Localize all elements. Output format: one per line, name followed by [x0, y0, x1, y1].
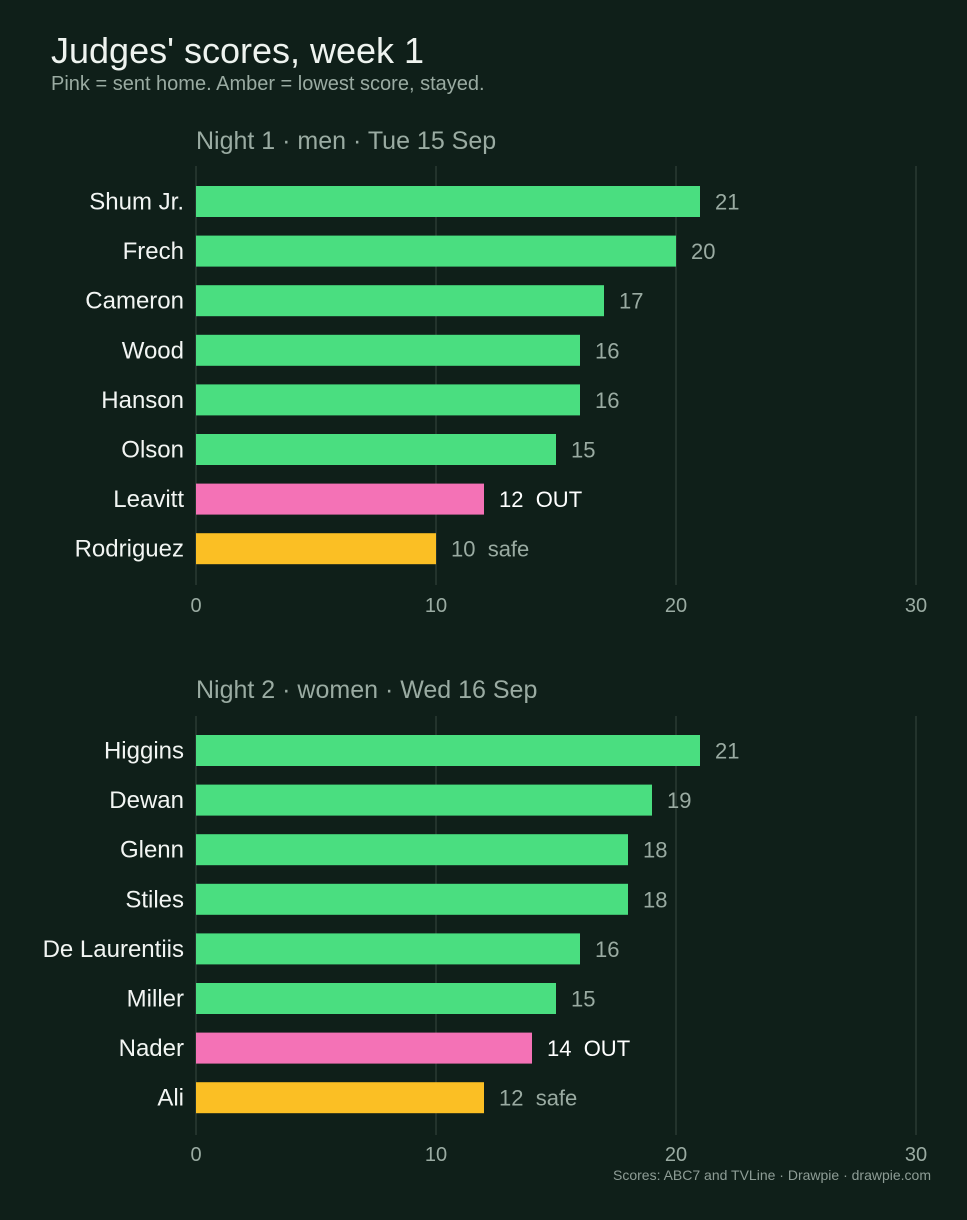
source-note: Scores: ABC7 and TVLine · Drawpie · draw…	[613, 1167, 931, 1183]
value-label: 12 safe	[499, 1086, 577, 1111]
tick-label: 30	[905, 1144, 927, 1166]
bar	[196, 735, 700, 766]
value-label: 16	[595, 338, 619, 363]
bar	[196, 533, 436, 565]
bar	[196, 285, 604, 317]
bar	[196, 1032, 532, 1064]
tick-label: 30	[905, 595, 927, 617]
category-label: Shum Jr.	[89, 189, 184, 216]
category-label: Miller	[127, 986, 184, 1013]
category-label: Nader	[119, 1035, 184, 1062]
value-label: 15	[571, 438, 595, 463]
bar	[196, 334, 580, 366]
value-label: 20	[691, 239, 715, 264]
tick-label: 0	[190, 595, 201, 617]
bar	[196, 186, 700, 217]
category-label: Higgins	[104, 738, 184, 765]
value-label: 21	[715, 190, 739, 215]
category-label: Frech	[123, 238, 184, 265]
bar	[196, 235, 676, 267]
category-label: Ali	[157, 1085, 184, 1112]
bar	[196, 384, 580, 416]
tick-label: 10	[425, 595, 447, 617]
tick-label: 10	[425, 1144, 447, 1166]
category-label: Dewan	[109, 787, 184, 814]
value-label: 10 safe	[451, 537, 529, 562]
value-label: 19	[667, 788, 691, 813]
bar	[196, 834, 628, 866]
bar	[196, 784, 652, 816]
value-label: 14 OUT	[547, 1036, 630, 1061]
category-label: Hanson	[101, 387, 184, 414]
value-label: 12 OUT	[499, 487, 582, 512]
category-label: Leavitt	[113, 486, 184, 513]
panel-title: Night 2 · women · Wed 16 Sep	[196, 676, 537, 704]
category-label: Stiles	[125, 886, 184, 913]
value-label: 16	[595, 937, 619, 962]
category-label: De Laurentiis	[43, 936, 184, 963]
bar	[196, 933, 580, 965]
chart-subtitle: Pink = sent home. Amber = lowest score, …	[51, 73, 485, 95]
tick-label: 20	[665, 1144, 687, 1166]
value-label: 18	[643, 838, 667, 863]
category-label: Wood	[122, 337, 184, 364]
chart-title: Judges' scores, week 1	[51, 30, 425, 71]
panel-title: Night 1 · men · Tue 15 Sep	[196, 127, 496, 155]
category-label: Cameron	[85, 288, 184, 315]
bar	[196, 1082, 484, 1114]
value-label: 15	[571, 987, 595, 1012]
bar	[196, 434, 556, 465]
value-label: 21	[715, 739, 739, 764]
category-label: Olson	[121, 437, 184, 464]
value-label: 16	[595, 388, 619, 413]
tick-label: 0	[190, 1144, 201, 1166]
chart-panel-2: Night 2 · women · Wed 16 Sep Higgins 21 Dew…	[43, 676, 928, 1166]
bar	[196, 883, 628, 915]
bar	[196, 983, 556, 1014]
category-label: Glenn	[120, 837, 184, 864]
chart-panel-1: Night 1 · men · Tue 15 Sep Shum Jr. 21 Frec…	[75, 127, 928, 617]
value-label: 18	[643, 887, 667, 912]
value-label: 17	[619, 289, 643, 314]
category-label: Rodriguez	[75, 536, 184, 563]
bar	[196, 483, 484, 515]
tick-label: 20	[665, 595, 687, 617]
